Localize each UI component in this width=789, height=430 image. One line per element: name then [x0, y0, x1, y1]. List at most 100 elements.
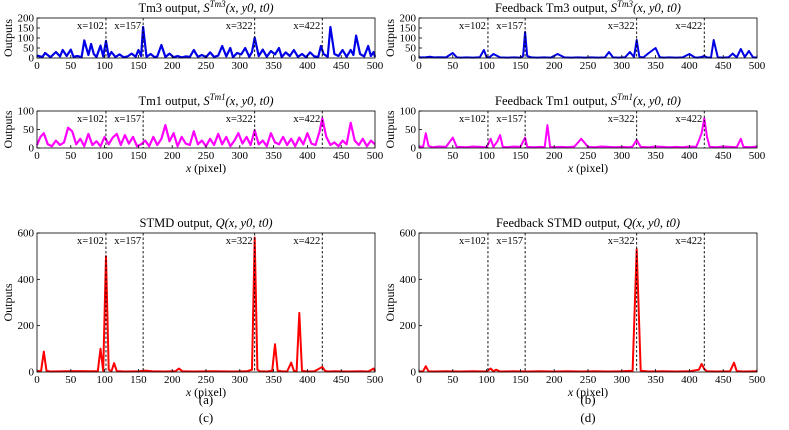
- marker-label: x=322: [608, 21, 635, 32]
- x-tick-label: 150: [512, 150, 529, 162]
- marker-label: x=157: [114, 114, 141, 125]
- y-tick-label: 0: [29, 143, 35, 155]
- panel-caption: (c): [199, 410, 213, 425]
- x-tick-label: 350: [265, 150, 282, 162]
- marker-label: x=157: [114, 236, 141, 247]
- marker-label: x=422: [293, 21, 320, 32]
- x-tick-label: 350: [647, 60, 664, 72]
- y-tick-label: 600: [400, 228, 417, 240]
- series-line: [418, 31, 758, 59]
- x-tick-label: 300: [614, 60, 631, 72]
- x-tick-label: 300: [232, 374, 249, 386]
- marker-label: x=422: [293, 236, 320, 247]
- x-tick-label: 50: [65, 374, 77, 386]
- y-axis-label: Outputs: [1, 19, 15, 57]
- y-axis-label: Outputs: [1, 110, 15, 148]
- x-tick-label: 500: [749, 374, 766, 386]
- x-tick-label: 400: [299, 150, 316, 162]
- x-tick-label: 150: [512, 374, 529, 386]
- y-tick-label: 0: [411, 53, 417, 65]
- x-tick-label: 250: [580, 60, 597, 72]
- panel-caption: (d): [580, 410, 595, 425]
- marker-label: x=322: [608, 114, 635, 125]
- chart-stmd: STMD output, Q(x, y0, t0) x=102 x=157 x=322…: [1, 216, 384, 399]
- panel-caption: (b): [580, 392, 595, 407]
- y-tick-label: 100: [18, 106, 35, 118]
- panel-caption: (a): [199, 392, 213, 407]
- x-tick-label: 150: [130, 150, 147, 162]
- x-tick-label: 100: [96, 150, 113, 162]
- marker-label: x=422: [675, 21, 702, 32]
- x-tick-label: 200: [546, 374, 563, 386]
- chart-fb_tm3: Feedback Tm3 output, STm3(x, y0, t0) x=10…: [383, 0, 766, 72]
- x-tick-label: 150: [130, 60, 147, 72]
- x-tick-label: 400: [681, 150, 698, 162]
- x-tick-label: 100: [478, 150, 495, 162]
- chart-title: Tm3 output, STm3(x, y0, t0): [138, 0, 273, 15]
- x-tick-label: 450: [333, 374, 350, 386]
- y-axis-label: Outputs: [1, 283, 15, 321]
- x-tick-label: 0: [416, 150, 422, 162]
- x-tick-label: 0: [416, 374, 422, 386]
- y-tick-label: 100: [18, 33, 35, 45]
- y-axis-label: Outputs: [383, 110, 397, 148]
- marker-label: x=102: [77, 21, 104, 32]
- chart-fb_stmd: Feedback STMD output, Q(x, y0, t0) x=102 x…: [383, 216, 766, 399]
- marker-label: x=422: [675, 114, 702, 125]
- marker-label: x=422: [675, 236, 702, 247]
- x-tick-label: 50: [447, 150, 459, 162]
- y-tick-label: 50: [23, 43, 35, 55]
- x-tick-label: 350: [265, 374, 282, 386]
- x-tick-label: 200: [546, 60, 563, 72]
- x-tick-label: 500: [749, 60, 766, 72]
- x-axis-label: x (pixel): [185, 385, 226, 399]
- x-tick-label: 450: [715, 60, 732, 72]
- series-line: [418, 117, 758, 149]
- chart-fb_tm1: Feedback Tm1 output, STm1(x, y0, t0) x=10…: [383, 92, 766, 175]
- y-axis-label: Outputs: [383, 283, 397, 321]
- series-line: [418, 248, 758, 373]
- chart-title: Feedback STMD output, Q(x, y0, t0): [496, 216, 680, 230]
- x-tick-label: 350: [647, 150, 664, 162]
- marker-label: x=102: [77, 114, 104, 125]
- marker-label: x=102: [459, 21, 486, 32]
- x-axis-label: x (pixel): [567, 385, 608, 399]
- marker-label: x=322: [226, 236, 253, 247]
- x-tick-label: 400: [299, 60, 316, 72]
- x-tick-label: 500: [749, 150, 766, 162]
- axes-box: [418, 232, 758, 373]
- x-tick-label: 100: [96, 60, 113, 72]
- chart-tm1: Tm1 output, STm1(x, y0, t0) x=102 x=157 x=3…: [1, 92, 384, 175]
- marker-label: x=102: [77, 236, 104, 247]
- x-tick-label: 400: [681, 374, 698, 386]
- series-line: [36, 236, 376, 373]
- y-tick-label: 0: [411, 143, 417, 155]
- x-tick-label: 100: [478, 374, 495, 386]
- y-tick-label: 0: [29, 53, 35, 65]
- y-tick-label: 50: [405, 124, 417, 136]
- x-tick-label: 400: [299, 374, 316, 386]
- marker-label: x=322: [226, 114, 253, 125]
- chart-title: Tm1 output, STm1(x, y0, t0): [138, 92, 273, 108]
- y-tick-label: 150: [18, 23, 35, 35]
- x-tick-label: 500: [367, 374, 384, 386]
- chart-title: STMD output, Q(x, y0, t0): [140, 216, 273, 230]
- x-tick-label: 50: [447, 60, 459, 72]
- y-tick-label: 200: [18, 320, 35, 332]
- marker-label: x=102: [459, 114, 486, 125]
- marker-label: x=102: [459, 236, 486, 247]
- x-tick-label: 350: [647, 374, 664, 386]
- marker-label: x=157: [496, 236, 523, 247]
- x-tick-label: 100: [478, 60, 495, 72]
- x-tick-label: 450: [333, 60, 350, 72]
- marker-label: x=157: [496, 114, 523, 125]
- x-tick-label: 500: [367, 150, 384, 162]
- x-tick-label: 450: [715, 150, 732, 162]
- x-tick-label: 200: [164, 150, 181, 162]
- x-tick-label: 500: [367, 60, 384, 72]
- marker-label: x=157: [114, 21, 141, 32]
- x-tick-label: 250: [198, 60, 215, 72]
- axes-box: [36, 232, 376, 373]
- y-tick-label: 100: [400, 33, 417, 45]
- x-tick-label: 150: [130, 374, 147, 386]
